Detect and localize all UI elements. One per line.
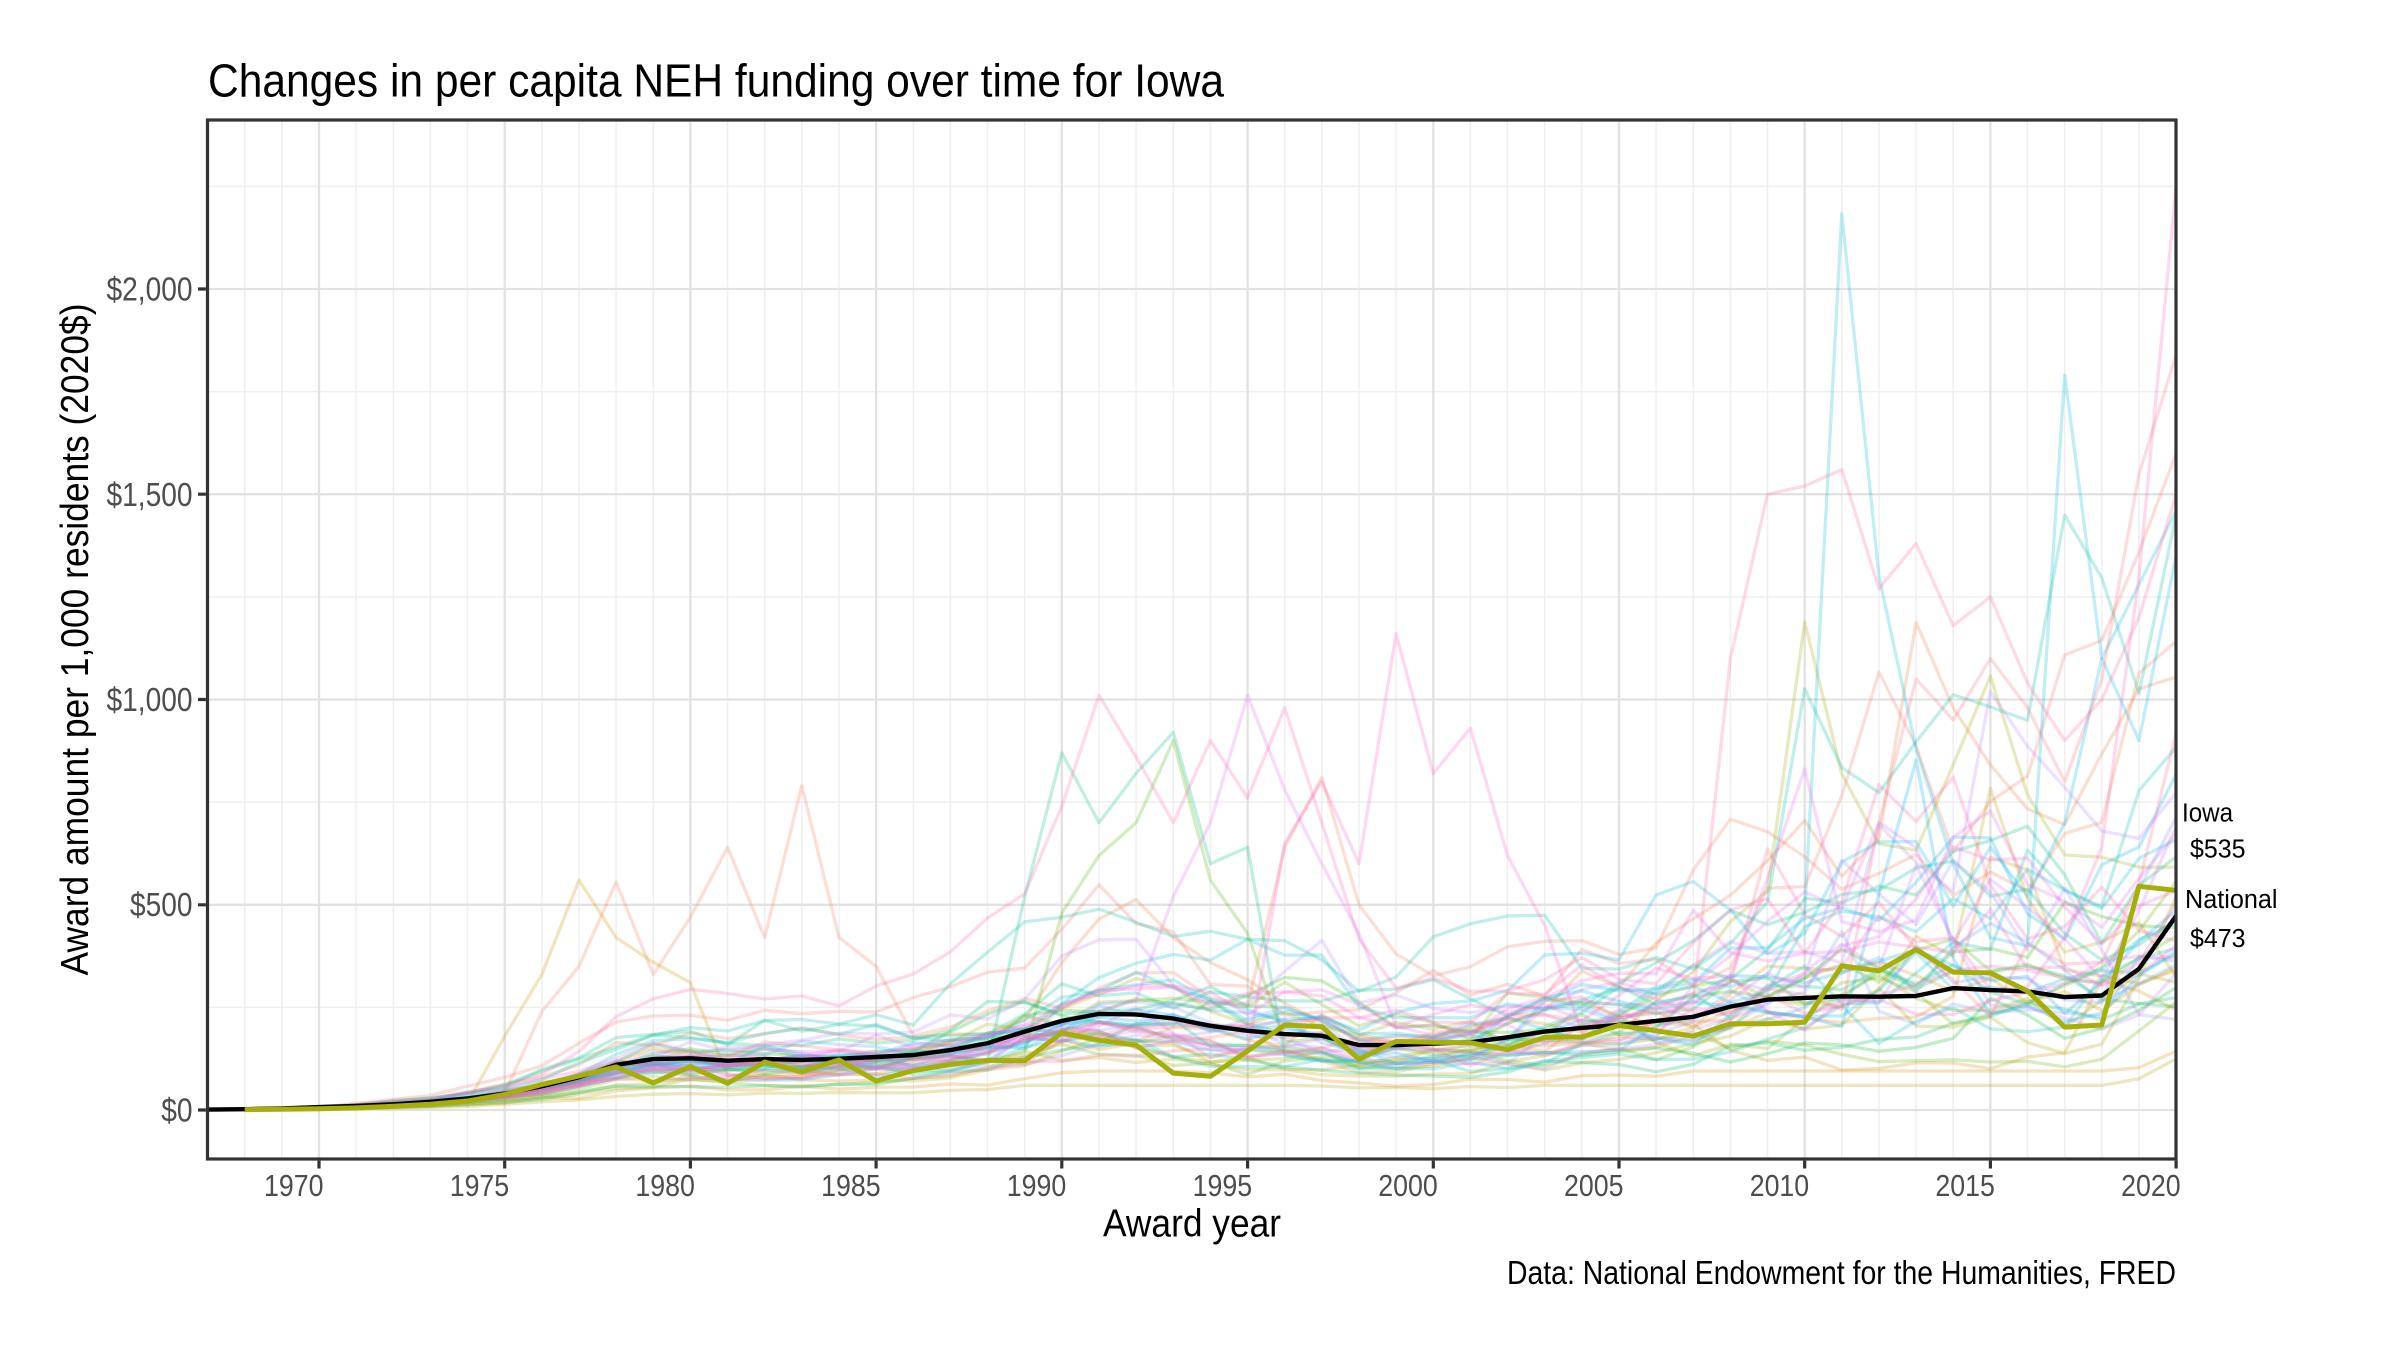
svg-text:1975: 1975	[450, 1168, 510, 1203]
svg-text:1990: 1990	[1007, 1168, 1067, 1203]
svg-text:$500: $500	[130, 886, 193, 923]
svg-text:2020: 2020	[2121, 1168, 2181, 1203]
svg-text:1985: 1985	[821, 1168, 881, 1203]
svg-text:Award amount per 1,000 residen: Award amount per 1,000 residents (2020$)	[54, 304, 97, 976]
svg-text:$535: $535	[2190, 835, 2246, 863]
svg-text:$1,000: $1,000	[107, 681, 193, 718]
svg-text:$1,500: $1,500	[107, 476, 193, 513]
svg-text:Data: National Endowment for t: Data: National Endowment for the Humanit…	[1507, 1255, 2176, 1292]
svg-text:1980: 1980	[635, 1168, 695, 1203]
svg-text:2010: 2010	[1750, 1168, 1810, 1203]
svg-text:1995: 1995	[1193, 1168, 1253, 1203]
svg-text:1970: 1970	[264, 1168, 324, 1203]
svg-text:Award year: Award year	[1103, 1203, 1281, 1246]
svg-text:Changes in per capita NEH fund: Changes in per capita NEH funding over t…	[208, 55, 1224, 107]
svg-text:2000: 2000	[1378, 1168, 1438, 1203]
svg-text:2005: 2005	[1564, 1168, 1624, 1203]
svg-text:2015: 2015	[1935, 1168, 1995, 1203]
svg-text:$473: $473	[2190, 925, 2246, 953]
svg-text:National: National	[2185, 886, 2278, 914]
svg-text:$2,000: $2,000	[107, 271, 193, 308]
svg-text:Iowa: Iowa	[2182, 800, 2234, 828]
svg-text:$0: $0	[161, 1092, 192, 1129]
